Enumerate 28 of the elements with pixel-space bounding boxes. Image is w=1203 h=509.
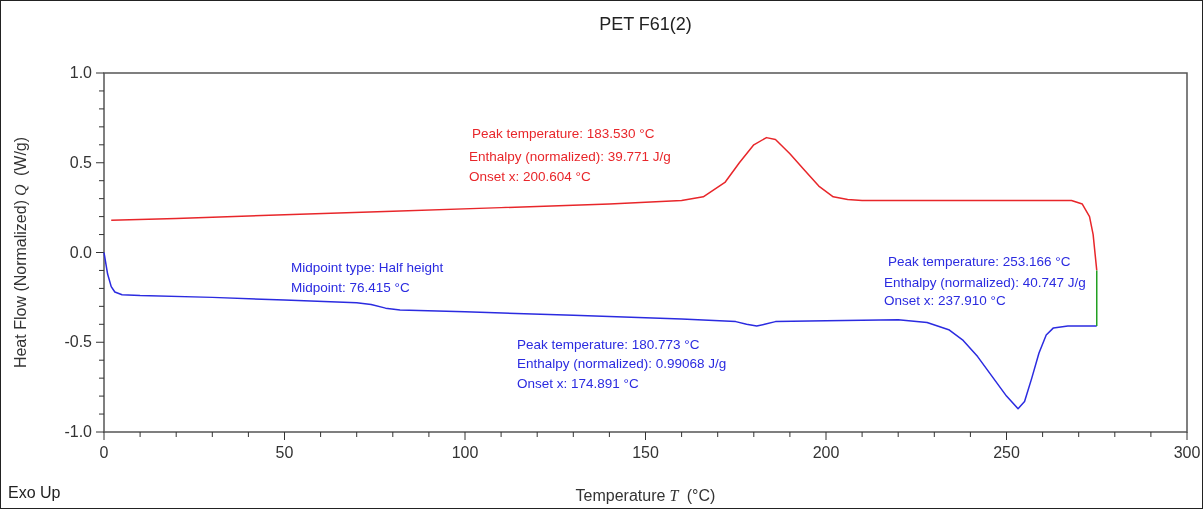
annotation: Onset x: 174.891 °C — [517, 376, 639, 391]
x-tick-label: 200 — [812, 444, 840, 461]
annotation: Peak temperature: 183.530 °C — [472, 126, 655, 141]
annotation: Midpoint type: Half height — [291, 260, 444, 275]
y-tick-label: -1.0 — [64, 423, 93, 440]
line-series — [103, 251, 1098, 410]
annotation: Onset x: 200.604 °C — [469, 169, 591, 184]
x-tick-label: 50 — [275, 444, 294, 461]
y-tick-label: 0.5 — [69, 153, 93, 171]
y-axis-title: Heat Flow (Normalized) Q (W/g) — [12, 136, 29, 369]
annotation: Midpoint: 76.415 °C — [291, 280, 410, 295]
annotation: Peak temperature: 253.166 °C — [888, 254, 1071, 269]
annotation: Enthalpy (normalized): 39.771 J/g — [469, 149, 671, 164]
x-tick-label: 100 — [451, 444, 479, 461]
x-axis-title: Temperature T (°C) — [575, 487, 716, 504]
annotation: Peak temperature: 180.773 °C — [517, 337, 700, 352]
x-tick-label: 300 — [1173, 444, 1201, 461]
y-tick-label: 1.0 — [69, 64, 93, 81]
chart-title: PET F61(2) — [599, 14, 692, 34]
x-tick-label: 0 — [99, 444, 109, 461]
annotation: Enthalpy (normalized): 0.99068 J/g — [517, 356, 727, 371]
annotation: Onset x: 237.910 °C — [884, 293, 1006, 308]
y-tick-label: -0.5 — [64, 333, 93, 351]
x-tick-label: 250 — [993, 444, 1020, 461]
y-tick-label: 0.0 — [69, 243, 93, 261]
x-tick-label: 150 — [632, 444, 659, 461]
text: Exo Up — [8, 484, 61, 501]
annotation: Enthalpy (normalized): 40.747 J/g — [884, 275, 1086, 290]
